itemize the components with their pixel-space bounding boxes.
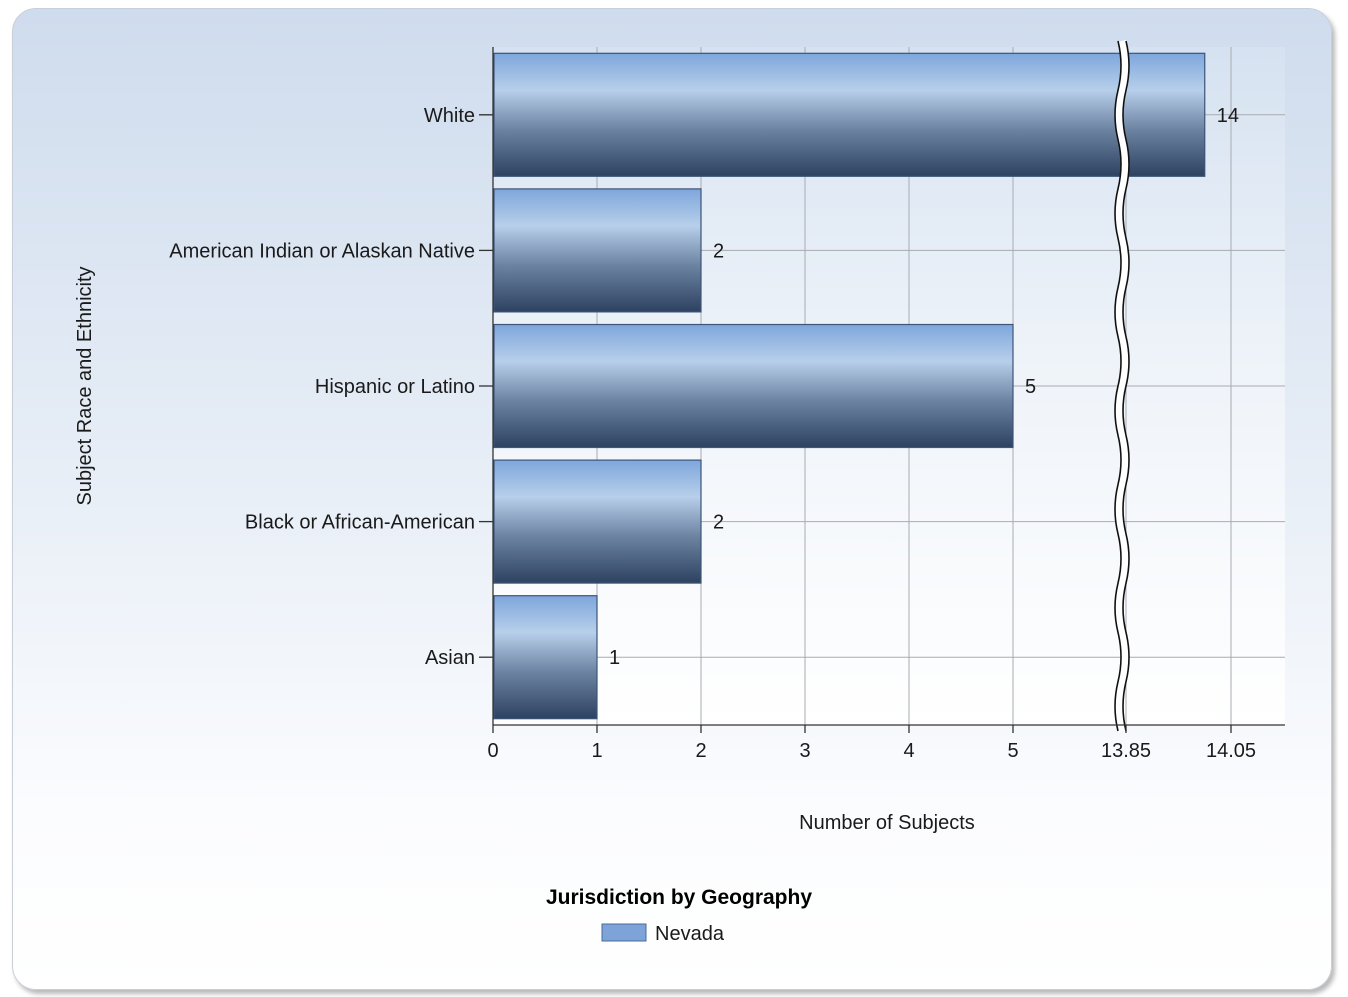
data-label: 1 (609, 647, 620, 669)
legend-swatch (601, 923, 647, 942)
bar (493, 52, 1206, 177)
x-axis-title: Number of Subjects (799, 812, 975, 834)
data-label: 2 (713, 512, 724, 534)
category-label: Black or African-American (245, 512, 475, 534)
x-tick-label: 13.85 (1101, 740, 1151, 762)
legend: Jurisdiction by Geography Nevada (546, 886, 812, 945)
bars (493, 52, 1206, 720)
x-tick-label: 0 (487, 740, 498, 762)
data-label: 14 (1217, 105, 1239, 127)
legend-series-label: Nevada (655, 923, 725, 945)
axis-break-line (1122, 40, 1130, 732)
axis-break-gap (1114, 39, 1130, 733)
bar (493, 188, 702, 313)
bar (493, 595, 598, 720)
x-tick-label: 5 (1007, 740, 1018, 762)
x-tick-label: 4 (903, 740, 914, 762)
x-tick-label: 14.05 (1206, 740, 1256, 762)
axis-break (1114, 39, 1130, 733)
category-label: Hispanic or Latino (315, 376, 475, 398)
category-label: American Indian or Alaskan Native (169, 240, 475, 262)
y-axis-title: Subject Race and Ethnicity (74, 266, 96, 505)
axes (479, 47, 1285, 733)
category-label: Asian (425, 647, 475, 669)
legend-title: Jurisdiction by Geography (546, 886, 812, 909)
category-label: White (424, 105, 475, 127)
x-tick-label: 1 (591, 740, 602, 762)
data-label: 5 (1025, 376, 1036, 398)
axis-break-line (1114, 40, 1122, 732)
x-tick-label: 3 (799, 740, 810, 762)
x-tick-label: 2 (695, 740, 706, 762)
bar (493, 323, 1014, 449)
data-label: 2 (713, 240, 724, 262)
bar (493, 459, 702, 584)
chart-frame: 14 White 2 American Indian or Alaskan Nativ… (12, 8, 1332, 990)
